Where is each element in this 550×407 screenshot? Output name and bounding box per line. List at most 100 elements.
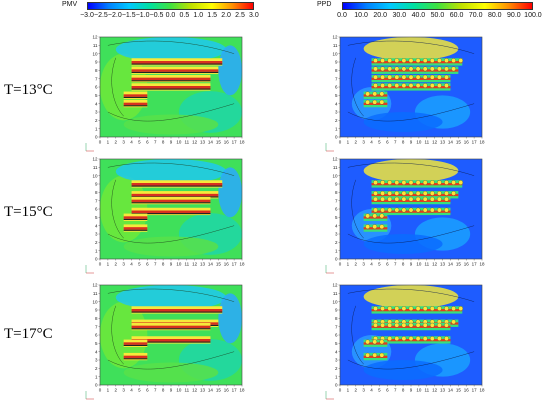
row-label-t17: T=17°C [4, 326, 53, 342]
x-tick-label: 11 [424, 262, 429, 267]
x-tick-label: 4 [370, 140, 373, 145]
y-tick-label: 12 [92, 157, 98, 162]
x-tick-label: 16 [224, 262, 230, 267]
x-tick-label: 2 [115, 140, 118, 145]
x-tick-label: 12 [432, 388, 438, 393]
x-tick-label: 6 [146, 140, 149, 145]
x-tick-label: 0 [99, 262, 102, 267]
x-tick-label: 7 [154, 388, 157, 393]
y-tick-label: 7 [95, 76, 98, 81]
x-tick-label: 7 [154, 140, 157, 145]
x-tick-label: 10 [176, 140, 182, 145]
x-tick-label: 0 [339, 262, 342, 267]
y-tick-label: 4 [335, 223, 338, 228]
x-tick-label: 4 [130, 262, 133, 267]
y-tick-label: 1 [335, 248, 338, 253]
x-tick-label: 15 [456, 262, 462, 267]
x-tick-label: 17 [472, 140, 478, 145]
x-tick-label: 11 [424, 140, 429, 145]
y-tick-label: 2 [335, 118, 338, 123]
x-tick-label: 0 [339, 140, 342, 145]
x-tick-label: 3 [362, 262, 365, 267]
x-tick-label: 14 [208, 140, 214, 145]
x-tick-label: 15 [216, 140, 222, 145]
x-tick-label: 5 [138, 388, 141, 393]
x-tick-label: 0 [99, 140, 102, 145]
y-tick-label: 5 [335, 215, 338, 220]
y-tick-label: 10 [92, 173, 98, 178]
y-tick-label: 11 [93, 165, 98, 170]
y-tick-label: 0 [95, 257, 98, 262]
y-tick-label: 1 [335, 374, 338, 379]
y-tick-label: 2 [335, 240, 338, 245]
x-tick-label: 17 [232, 388, 238, 393]
x-tick-label: 18 [479, 388, 485, 393]
y-tick-label: 7 [335, 198, 338, 203]
y-tick-label: 9 [335, 60, 338, 65]
x-tick-label: 13 [440, 388, 446, 393]
y-tick-label: 0 [335, 383, 338, 388]
x-tick-label: 6 [386, 388, 389, 393]
y-tick-label: 10 [332, 299, 338, 304]
y-tick-label: 12 [332, 35, 338, 40]
x-tick-label: 1 [107, 140, 110, 145]
y-tick-label: 8 [335, 68, 338, 73]
y-tick-label: 5 [95, 93, 98, 98]
x-tick-label: 13 [440, 262, 446, 267]
x-tick-label: 7 [394, 388, 397, 393]
pmv-colorbar-ticks: −3.0 −2.5 −2.0 −1.5 −1.0 −0.5 0.0 0.5 1.0 1.5 2.0 2… [80, 12, 259, 19]
row-label-t15: T=15°C [4, 204, 53, 220]
y-tick-label: 8 [335, 190, 338, 195]
x-tick-label: 12 [192, 262, 198, 267]
y-tick-label: 8 [95, 316, 98, 321]
x-tick-label: 1 [107, 262, 110, 267]
x-tick-label: 9 [170, 140, 173, 145]
y-tick-label: 7 [335, 76, 338, 81]
pmv-contour-plot-t15: 0 1 2 3 4 5 6 7 8 9 10 11 12 13 14 15 16 17 18 0 1 2 3 4 5 6 7 8 9 10… [82, 155, 262, 280]
x-tick-label: 12 [192, 388, 198, 393]
x-tick-label: 5 [378, 388, 381, 393]
y-tick-label: 8 [95, 190, 98, 195]
x-tick-label: 16 [464, 140, 470, 145]
y-tick-label: 12 [332, 283, 338, 288]
y-tick-label: 2 [95, 118, 98, 123]
y-tick-label: 0 [335, 135, 338, 140]
x-tick-label: 9 [410, 140, 413, 145]
x-tick-label: 17 [232, 140, 238, 145]
x-tick-label: 4 [130, 388, 133, 393]
y-tick-label: 6 [335, 207, 338, 212]
x-tick-label: 15 [216, 388, 222, 393]
y-tick-label: 12 [92, 35, 98, 40]
x-tick-label: 16 [464, 262, 470, 267]
y-tick-label: 5 [95, 215, 98, 220]
x-tick-label: 6 [146, 388, 149, 393]
x-tick-label: 14 [208, 262, 214, 267]
y-tick-label: 6 [95, 333, 98, 338]
ppd-colorbar-ticks: 0.0 10.0 20.0 30.0 40.0 50.0 60.0 70.0 80.0 90.0 1… [337, 12, 542, 19]
y-tick-label: 2 [95, 240, 98, 245]
pmv-colorbar-title: PMV [62, 1, 78, 8]
y-tick-label: 6 [95, 207, 98, 212]
x-tick-label: 3 [122, 262, 125, 267]
y-tick-label: 11 [333, 43, 338, 48]
ppd-contour-plot-t17: 0 1 2 3 4 5 6 7 8 9 10 11 12 13 14 15 16 17 18 0 1 2 3 4 5 6 7 8 9 10… [322, 281, 502, 406]
y-tick-label: 12 [332, 157, 338, 162]
x-tick-label: 10 [176, 388, 182, 393]
pmv-contour-plot-t17: 0 1 2 3 4 5 6 7 8 9 10 11 12 13 14 15 16 17 18 0 1 2 3 4 5 6 7 8 9 10… [82, 281, 262, 406]
x-tick-label: 18 [479, 262, 485, 267]
y-tick-label: 1 [335, 126, 338, 131]
x-tick-label: 6 [386, 140, 389, 145]
y-tick-label: 0 [95, 383, 98, 388]
y-tick-label: 10 [332, 173, 338, 178]
y-tick-label: 10 [92, 299, 98, 304]
y-tick-label: 9 [95, 308, 98, 313]
x-tick-label: 5 [378, 140, 381, 145]
y-tick-label: 3 [95, 232, 98, 237]
ppd-colorbar-gradient [342, 2, 533, 10]
y-tick-label: 8 [95, 68, 98, 73]
x-tick-label: 18 [239, 388, 245, 393]
x-tick-label: 7 [154, 262, 157, 267]
x-tick-label: 1 [347, 262, 350, 267]
x-tick-label: 16 [224, 388, 230, 393]
x-tick-label: 13 [200, 262, 206, 267]
